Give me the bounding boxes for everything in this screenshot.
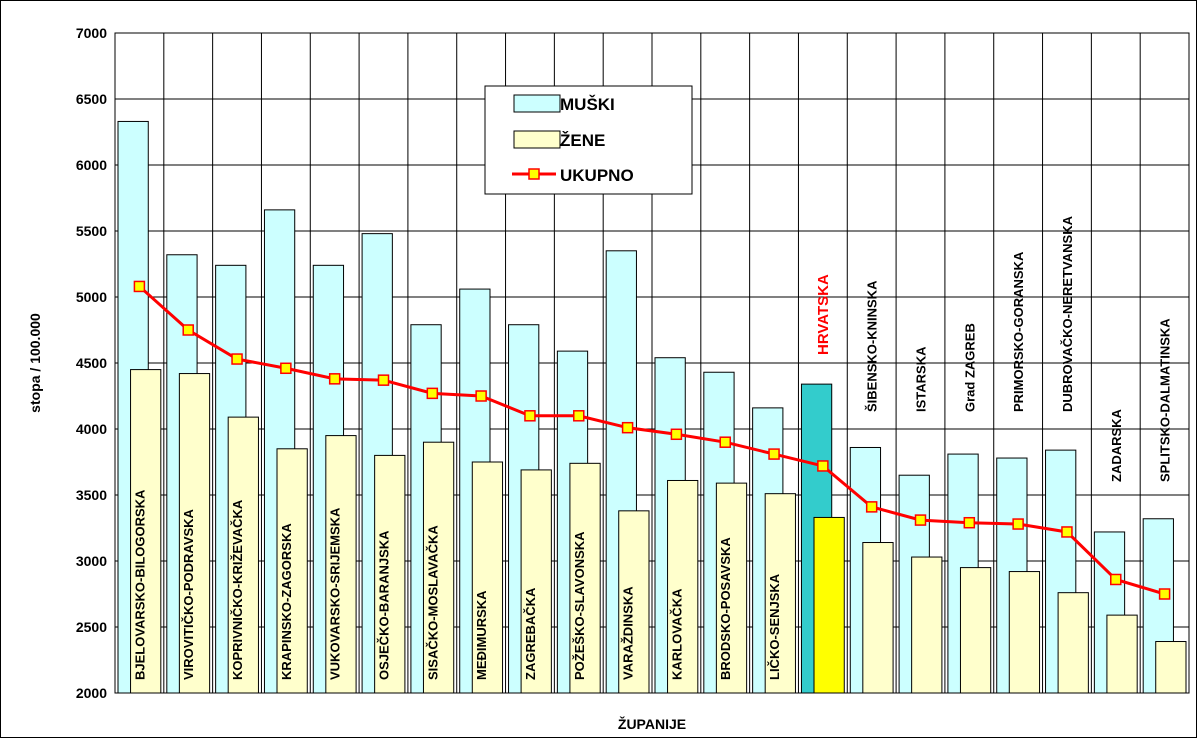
category-label: ISTARSKA [914,346,929,412]
line-marker [1110,573,1122,586]
category-label: Grad ZAGREB [962,323,977,412]
line-marker [719,436,731,448]
line-marker [524,410,536,422]
line-marker [817,460,829,472]
category-label: ŠIBENSKO-KNINSKA [865,280,880,412]
line-marker [573,410,585,422]
total-line [133,280,1171,600]
line-marker [768,448,780,460]
bar-women [1106,614,1138,694]
category-label: ZADARSKA [1109,408,1124,482]
bar-women [520,469,552,694]
legend: MUŠKI ŽENE UKUPNO [484,85,693,195]
line-marker [133,280,146,293]
line-marker [182,324,194,336]
category-label: VARAŽDINSKA [621,586,636,680]
line-marker [1158,588,1171,600]
line-marker [1012,518,1024,530]
bar-women [178,373,211,694]
bar-women [667,479,699,694]
bar-women [569,462,601,694]
bar-women [422,441,455,694]
bar-women [1008,571,1041,694]
category-label: KARLOVAČKA [669,588,684,680]
x-axis-label: ŽUPANIJE [618,715,686,732]
line-marker [963,516,976,529]
y-tick-label: 6500 [76,91,107,107]
category-label: VUKOVARSKO-SRIJEMSKA [328,507,343,680]
bar-women [227,416,259,694]
line-marker [914,514,927,526]
bar-women [813,516,845,694]
bar-women [862,542,894,694]
y-tick-label: 5500 [76,223,107,239]
y-tick-label: 4000 [76,421,107,437]
bar-women [959,567,992,694]
bar-women [130,369,162,694]
bar-women [276,448,308,694]
y-tick-label: 4500 [76,355,107,371]
bar-women [1057,592,1089,694]
category-label: ZAGREBAČKA [523,587,538,680]
line-marker [475,390,487,402]
bars [117,120,1187,694]
category-label: BRODSKO-POSAVSKA [718,537,733,680]
bar-women [471,461,504,694]
category-label: POŽEŠKO-SLAVONSKA [572,531,587,680]
category-label: LIČKO-SENJSKA [767,573,782,680]
legend-swatch-men [513,94,561,113]
line-marker [621,421,634,434]
y-tick-label: 6000 [76,157,107,173]
category-label: OSJEČKO-BARANJSKA [377,530,392,680]
bar-women [1155,641,1187,694]
line-ukupno [138,285,1166,596]
line-marker [328,373,341,385]
bar-women [715,482,748,694]
line-marker [377,374,390,386]
category-label: KRAPINSKO-ZAGORSKA [279,523,294,680]
category-label: PRIMORSKO-GORANSKA [1011,251,1026,412]
line-marker [670,428,683,441]
bar-women [764,493,796,694]
category-label: SISAČKO-MOSLAVAČKA [425,525,440,680]
legend-label-total: UKUPNO [560,166,634,185]
y-tick-label: 2000 [76,685,107,701]
legend-swatch-women [513,130,561,149]
category-label: BJELOVARSKO-BILOGORSKA [132,489,147,680]
line-marker [426,387,439,400]
category-label: VIROVITIČKO-PODRAVSKA [181,508,196,680]
y-tick-label: 2500 [76,619,107,635]
y-tick-label: 3000 [76,553,107,569]
category-label: HRVATSKA [815,274,832,355]
legend-marker-total [528,168,540,180]
legend-label-women: ŽENE [560,131,605,150]
legend-label-men: MUŠKI [560,95,615,114]
line-marker [865,501,878,513]
y-axis: 2000 2500 3000 3500 4000 4500 5000 5500 6000 6500… [76,25,107,701]
category-label: SPLITSKO-DALMATINSKA [1158,318,1173,482]
bar-women [325,435,357,694]
category-labels: BJELOVARSKO-BILOGORSKA VIROVITIČKO-PODRAV… [132,215,1172,680]
bar-women [618,510,650,694]
y-tick-label: 3500 [76,487,107,503]
line-marker [1061,526,1073,538]
y-axis-label: stopa / 100.000 [27,313,43,413]
category-label: MEĐIMURSKA [474,590,489,680]
category-label: KOPRIVNIČKO-KRIŽEVAČKA [230,499,245,680]
line-marker [231,353,243,365]
bar-women [374,454,406,694]
line-marker [280,362,292,375]
y-tick-label: 7000 [76,25,107,41]
y-tick-label: 5000 [76,289,107,305]
bar-women [911,556,943,694]
category-label: DUBROVAČKO-NERETVANSKA [1060,215,1075,412]
